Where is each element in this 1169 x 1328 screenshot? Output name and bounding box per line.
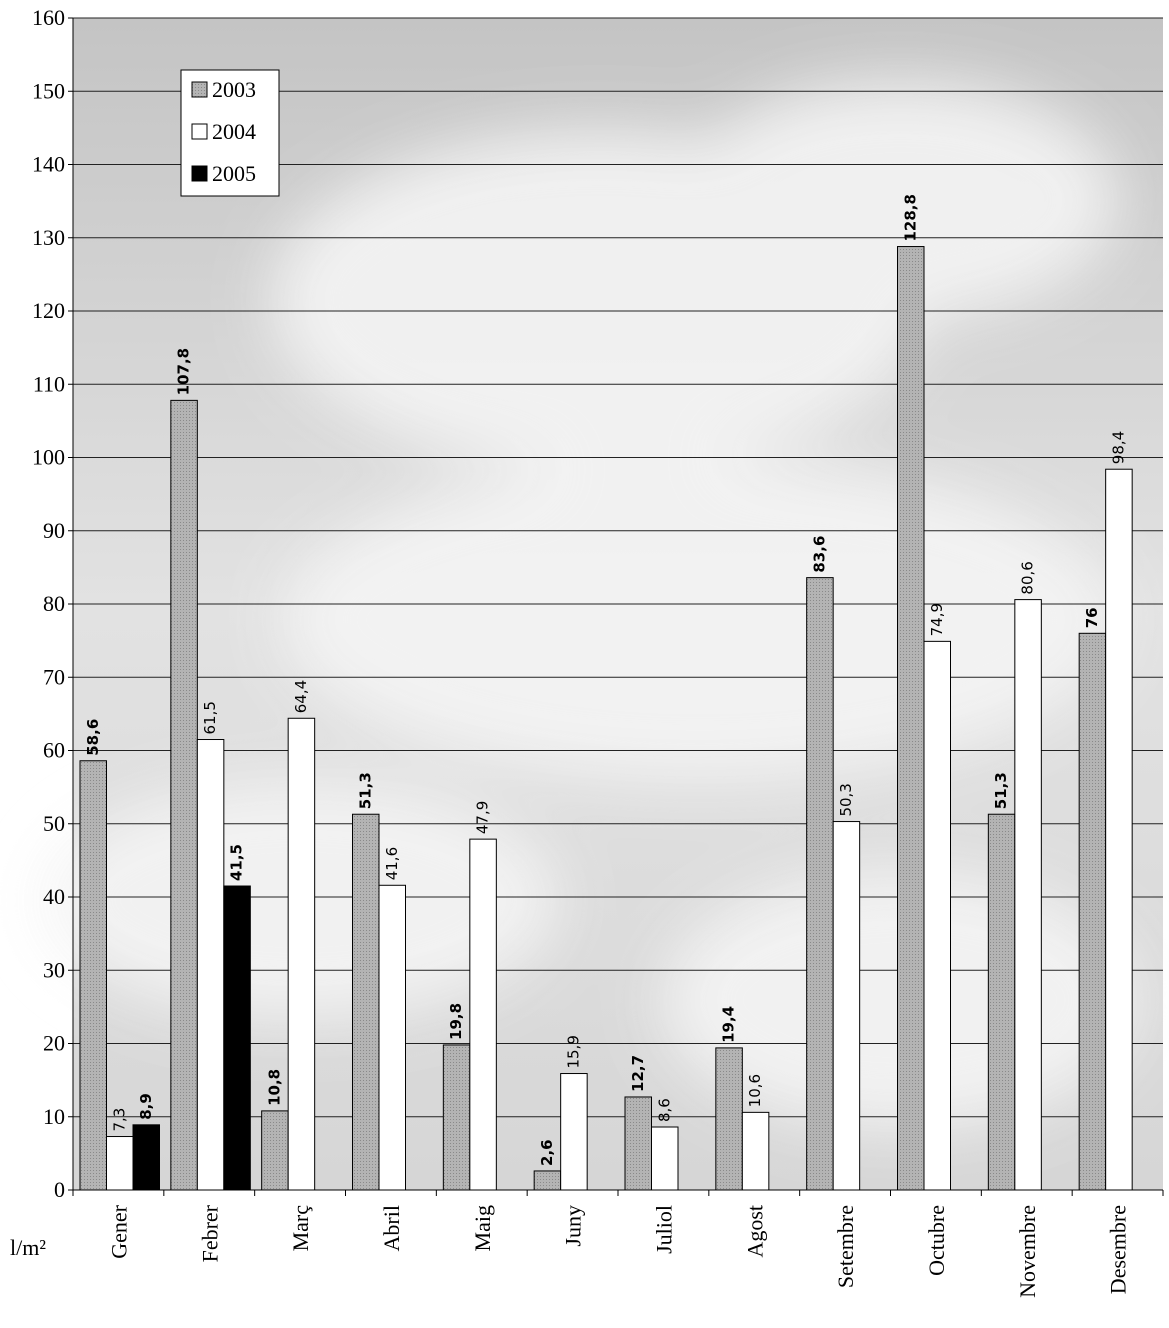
y-tick-label: 60 xyxy=(43,738,65,763)
bar xyxy=(79,760,107,1191)
value-label: 8,6 xyxy=(655,1098,673,1122)
y-tick-label: 140 xyxy=(32,152,65,177)
value-label: 51,3 xyxy=(992,772,1010,809)
x-tick-label: Octubre xyxy=(924,1205,949,1276)
value-label: 47,9 xyxy=(474,801,492,834)
x-tick-label: Juny xyxy=(561,1205,586,1247)
y-tick-label: 80 xyxy=(43,591,65,616)
value-label: 107,8 xyxy=(175,348,193,395)
bar xyxy=(560,1073,588,1191)
bar xyxy=(923,640,951,1191)
bar xyxy=(261,1110,289,1191)
bar xyxy=(1105,468,1133,1191)
y-tick-label: 20 xyxy=(43,1031,65,1056)
x-tick-label: Setembre xyxy=(833,1205,858,1288)
bar xyxy=(651,1126,679,1191)
value-label: 51,3 xyxy=(356,772,374,809)
legend: 2003 2004 2005 xyxy=(180,69,280,197)
bar xyxy=(442,1044,471,1191)
bars: 58,6 107,8 10,8 51,3 19,8 2,6 12,7 19,4 83,6 128,… xyxy=(79,194,1133,1191)
value-label: 98,4 xyxy=(1109,431,1127,464)
value-label: 61,5 xyxy=(201,701,219,734)
y-tick-label: 150 xyxy=(32,78,65,103)
bar xyxy=(352,813,380,1191)
x-tick-label: Agost xyxy=(742,1205,767,1258)
bar xyxy=(106,1136,134,1191)
y-tick-label: 50 xyxy=(43,811,65,836)
y-tick-label: 160 xyxy=(32,5,65,30)
y-tick-label: 40 xyxy=(43,884,65,909)
bar xyxy=(132,1124,160,1191)
y-tick-label: 120 xyxy=(32,298,65,323)
bar xyxy=(287,717,316,1191)
value-label: 41,6 xyxy=(383,847,401,880)
value-label: 76 xyxy=(1083,607,1101,628)
bar xyxy=(741,1111,770,1191)
value-label: 64,4 xyxy=(292,680,310,713)
value-label: 50,3 xyxy=(837,783,855,816)
value-label: 2,6 xyxy=(538,1139,556,1166)
legend-swatch xyxy=(191,81,208,98)
x-tick-label: Juliol xyxy=(651,1205,676,1254)
bar xyxy=(806,577,834,1191)
value-label: 74,9 xyxy=(928,603,946,636)
bar xyxy=(987,813,1016,1191)
bar xyxy=(832,821,861,1191)
x-tick-label: Desembre xyxy=(1106,1205,1131,1294)
bar xyxy=(715,1047,743,1191)
value-label: 8,9 xyxy=(137,1093,155,1120)
value-label: 83,6 xyxy=(810,536,828,573)
bar xyxy=(1078,632,1107,1191)
value-label: 41,5 xyxy=(228,844,246,881)
value-label: 128,8 xyxy=(901,194,919,241)
y-axis-label: l/m² xyxy=(10,1235,46,1260)
value-label: 19,8 xyxy=(447,1003,465,1040)
value-label: 12,7 xyxy=(629,1055,647,1092)
x-tick-label: Gener xyxy=(106,1204,131,1258)
bar xyxy=(378,884,406,1191)
bar xyxy=(196,739,225,1191)
x-tick-label: Febrer xyxy=(197,1204,222,1262)
y-tick-label: 30 xyxy=(43,957,65,982)
y-tick-label: 90 xyxy=(43,518,65,543)
legend-swatch xyxy=(191,123,208,140)
y-tick-label: 10 xyxy=(43,1104,65,1129)
y-tick-label: 70 xyxy=(43,664,65,689)
legend-label: 2003 xyxy=(212,77,256,102)
bar xyxy=(223,885,251,1191)
x-tick-label: Abril xyxy=(379,1205,404,1251)
y-tick-label: 110 xyxy=(33,371,65,396)
bar xyxy=(624,1096,652,1191)
value-label: 19,4 xyxy=(720,1006,738,1043)
bar xyxy=(469,838,497,1191)
legend-label: 2005 xyxy=(212,161,256,186)
x-tick-label: Maig xyxy=(470,1205,495,1251)
value-label: 58,6 xyxy=(84,719,102,756)
bar xyxy=(533,1170,562,1191)
y-tick-label: 100 xyxy=(32,445,65,470)
value-label: 10,6 xyxy=(746,1074,764,1107)
bar xyxy=(897,246,925,1191)
y-tick-label: 130 xyxy=(32,225,65,250)
legend-swatch xyxy=(191,165,208,182)
legend-label: 2004 xyxy=(212,119,256,144)
x-tick-label: Novembre xyxy=(1015,1205,1040,1298)
y-tick-label: 0 xyxy=(54,1177,65,1202)
value-label: 15,9 xyxy=(564,1035,582,1068)
value-label: 80,6 xyxy=(1019,561,1037,594)
value-label: 7,3 xyxy=(110,1108,128,1132)
bar xyxy=(170,399,198,1191)
value-label: 10,8 xyxy=(265,1069,283,1106)
x-tick-label: Març xyxy=(288,1205,313,1252)
bar xyxy=(1014,599,1042,1191)
